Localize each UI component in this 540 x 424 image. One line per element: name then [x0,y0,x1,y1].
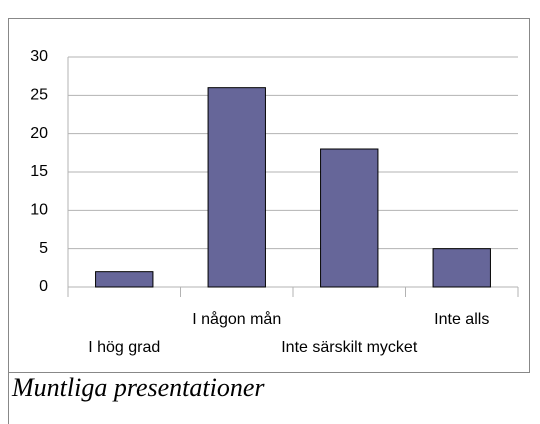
x-tick-label: I hög grad [88,339,160,356]
bar [432,248,491,288]
y-tick-label: 30 [30,48,48,65]
bar [207,87,266,288]
y-tick-label: 0 [39,278,48,295]
x-tick-label: Inte alls [434,311,489,328]
chart-frame [8,18,530,373]
y-tick-label: 5 [39,240,48,257]
y-tick-label: 15 [30,163,48,180]
y-tick-label: 10 [30,202,48,219]
x-tick-label: Inte särskilt mycket [281,339,418,356]
x-tick-label: I någon mån [192,310,281,328]
bar [320,148,379,288]
bar [95,271,154,288]
y-tick-label: 25 [30,87,48,104]
y-tick-label: 20 [30,125,48,142]
chart-title: Muntliga presentationer [11,373,265,402]
